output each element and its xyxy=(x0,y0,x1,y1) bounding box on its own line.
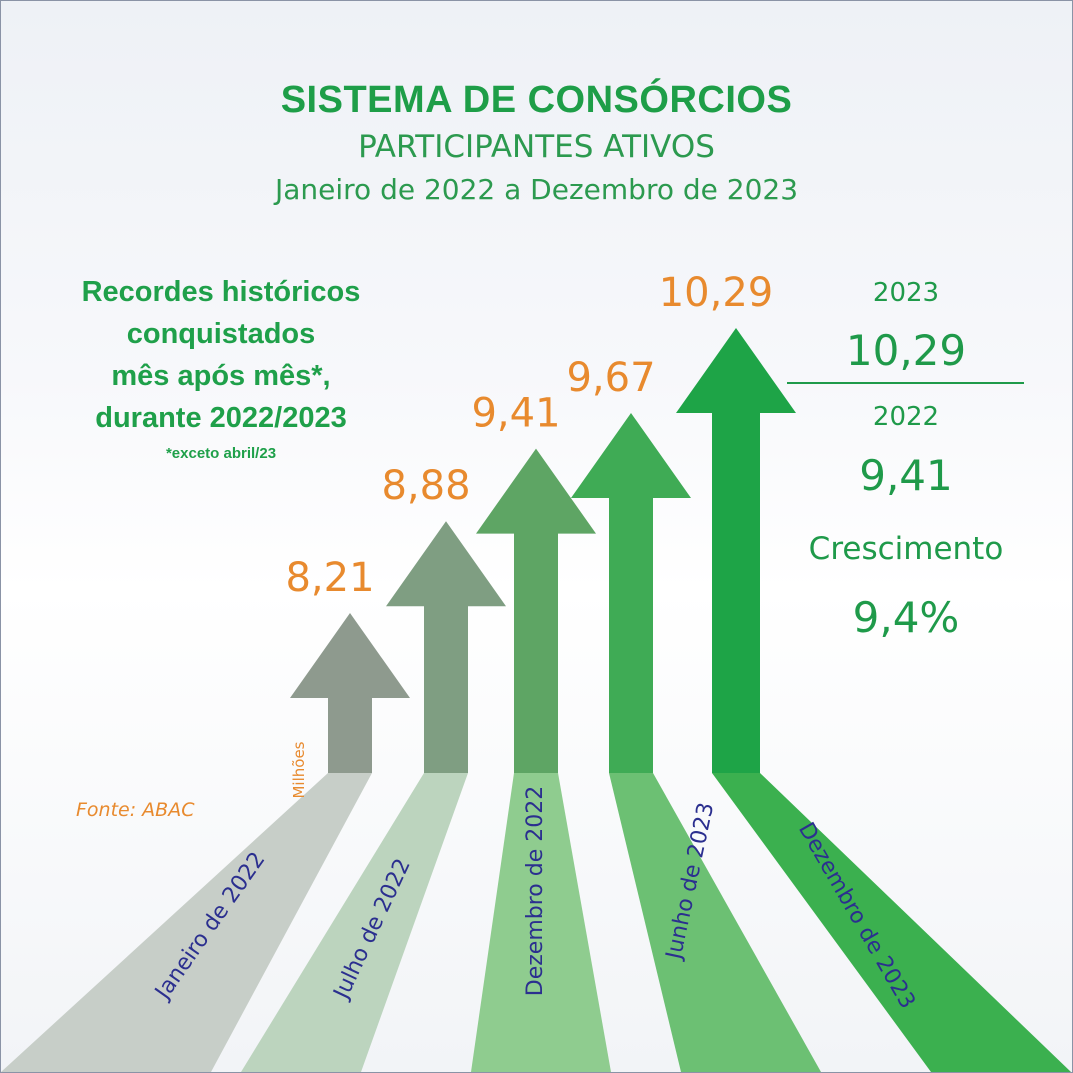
data-label: 8,21 xyxy=(285,555,374,601)
records-note-line: mês após mês*, xyxy=(111,360,331,392)
bar-arrow xyxy=(386,521,506,773)
summary-divider xyxy=(787,382,1024,384)
records-note-line: Recordes históricos xyxy=(81,276,361,308)
unit-label: Milhões xyxy=(290,741,308,799)
bar-arrow xyxy=(676,328,796,773)
data-label: 9,67 xyxy=(566,355,655,401)
bar-arrow xyxy=(290,613,410,773)
bar-arrow xyxy=(476,448,596,773)
chart-title: SISTEMA DE CONSÓRCIOS xyxy=(280,79,793,121)
summary-year-2023: 2023 xyxy=(872,278,940,308)
growth-label: Crescimento xyxy=(808,531,1004,567)
bar-arrow xyxy=(571,412,691,773)
summary-value-2022: 9,41 xyxy=(859,451,953,500)
summary-year-2022: 2022 xyxy=(872,402,940,432)
road-strip xyxy=(609,773,821,1072)
summary-value-2023: 10,29 xyxy=(845,326,967,375)
data-label: 8,88 xyxy=(381,463,470,509)
records-footnote: *exceto abril/23 xyxy=(165,445,277,462)
chart-period: Janeiro de 2022 a Dezembro de 2023 xyxy=(274,173,799,206)
road-strip xyxy=(1,773,372,1072)
source-label: Fonte: ABAC xyxy=(76,799,195,821)
data-label: 9,41 xyxy=(471,391,560,437)
growth-value: 9,4% xyxy=(852,593,960,642)
records-note-line: durante 2022/2023 xyxy=(95,402,347,434)
road-strip xyxy=(712,773,1071,1072)
chart-subtitle: PARTICIPANTES ATIVOS xyxy=(358,129,715,165)
data-label: 10,29 xyxy=(659,270,774,316)
road-strip xyxy=(241,773,468,1072)
road-strip xyxy=(471,773,611,1072)
category-label: Dezembro de 2022 xyxy=(523,786,548,996)
records-note-line: conquistados xyxy=(126,318,316,350)
records-note: Recordes históricos conquistados mês apó… xyxy=(41,271,401,439)
